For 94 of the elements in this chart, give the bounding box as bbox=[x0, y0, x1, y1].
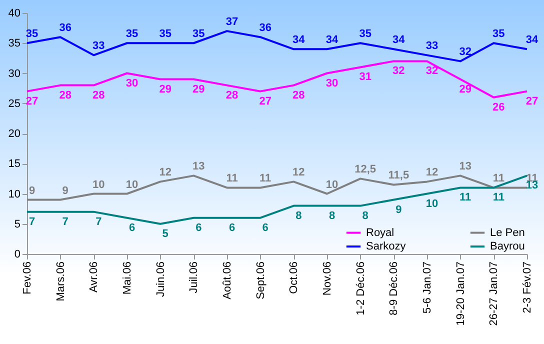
data-label: 31 bbox=[359, 71, 372, 84]
data-label: 12 bbox=[159, 166, 172, 179]
data-label: 6 bbox=[228, 222, 236, 234]
data-label: 34 bbox=[292, 34, 306, 46]
data-label: 10 bbox=[126, 178, 138, 191]
data-label: 8 bbox=[296, 210, 302, 222]
data-label: 12 bbox=[292, 166, 305, 179]
data-label: 30 bbox=[126, 77, 138, 90]
data-label: 36 bbox=[259, 22, 272, 34]
data-label: 26 bbox=[492, 101, 505, 114]
y-tick-label: 5 bbox=[14, 218, 20, 230]
x-tick-label: Août.06 bbox=[222, 262, 234, 300]
x-tick-label: Mars.06 bbox=[54, 262, 67, 302]
data-label: 35 bbox=[492, 28, 505, 40]
data-label: 28 bbox=[292, 89, 305, 102]
data-label: 11 bbox=[226, 172, 238, 185]
data-label: 9 bbox=[396, 204, 402, 216]
data-label: 29 bbox=[192, 83, 205, 96]
data-label: 35 bbox=[192, 28, 205, 40]
line-series bbox=[26, 60, 528, 98]
data-label: 11 bbox=[492, 172, 504, 185]
y-tick-label: 0 bbox=[14, 248, 20, 260]
data-label: 27 bbox=[26, 95, 38, 108]
data-label: 9 bbox=[62, 184, 68, 197]
x-tick-label: 26-27 Jan.07 bbox=[488, 262, 500, 326]
y-tick-label: 35 bbox=[8, 38, 20, 50]
data-label: 27 bbox=[259, 95, 272, 108]
data-label: 11 bbox=[460, 192, 472, 204]
legend-label: Royal bbox=[366, 226, 394, 239]
x-tick-label: Oct.06 bbox=[288, 262, 300, 294]
data-label: 9 bbox=[28, 184, 36, 197]
x-tick-label: Fev.06 bbox=[22, 262, 34, 294]
x-tick-label: 1-2 Déc.06 bbox=[354, 262, 367, 316]
data-label: 35 bbox=[359, 28, 372, 40]
x-tick-label: Juil.06 bbox=[188, 262, 200, 294]
legend-label: Sarkozy bbox=[366, 240, 406, 252]
data-label: 11 bbox=[260, 172, 272, 185]
legend-label: Le Pen bbox=[490, 226, 525, 239]
data-label: 36 bbox=[59, 22, 72, 34]
y-tick-label: 10 bbox=[8, 188, 20, 200]
y-tick-label: 20 bbox=[8, 128, 20, 140]
data-label: 12 bbox=[426, 166, 438, 179]
data-label: 6 bbox=[128, 222, 136, 234]
data-label: 34 bbox=[392, 34, 406, 46]
y-tick-label: 40 bbox=[8, 8, 20, 20]
data-label: 13 bbox=[192, 160, 205, 173]
data-label: 7 bbox=[28, 216, 36, 228]
data-label: 5 bbox=[162, 228, 168, 240]
x-tick-label: Juin.06 bbox=[154, 262, 167, 297]
data-label: 8 bbox=[328, 210, 336, 222]
data-label: 8 bbox=[362, 210, 368, 222]
data-label: 32 bbox=[426, 65, 438, 78]
x-tick-label: Sept.06 bbox=[254, 262, 267, 300]
data-label: 10 bbox=[92, 178, 105, 191]
x-tick-label: Mai.06 bbox=[122, 262, 134, 295]
data-label: 35 bbox=[26, 28, 38, 40]
data-label: 6 bbox=[196, 222, 202, 234]
data-label: 35 bbox=[159, 28, 172, 40]
legend-label: Bayrou bbox=[490, 240, 525, 252]
data-label: 32 bbox=[392, 65, 405, 78]
data-label: 34 bbox=[326, 34, 339, 46]
data-label: 7 bbox=[62, 216, 68, 228]
x-tick-label: 8-9 Déc.06 bbox=[388, 262, 400, 316]
y-tick-label: 25 bbox=[8, 98, 20, 110]
x-tick-label: 19-20 Jan.07 bbox=[454, 262, 467, 326]
data-label: 10 bbox=[326, 178, 338, 191]
x-tick-label: Nov.06 bbox=[322, 262, 334, 296]
line-series bbox=[26, 30, 528, 62]
y-tick-label: 15 bbox=[8, 158, 20, 170]
data-label: 37 bbox=[226, 16, 238, 28]
data-label: 7 bbox=[96, 216, 102, 228]
data-label: 11,5 bbox=[388, 170, 410, 182]
data-label: 29 bbox=[459, 83, 472, 96]
x-tick-label: 5-6 Jan.07 bbox=[422, 262, 434, 314]
data-label: 33 bbox=[92, 40, 105, 52]
data-label: 29 bbox=[159, 83, 172, 96]
data-label: 28 bbox=[226, 89, 238, 102]
x-tick-label: Avr.06 bbox=[88, 262, 100, 292]
data-label: 27 bbox=[526, 95, 538, 108]
data-label: 33 bbox=[426, 40, 438, 52]
data-label: 13 bbox=[526, 180, 538, 192]
data-label: 10 bbox=[426, 198, 438, 210]
data-label: 30 bbox=[326, 77, 338, 90]
y-tick-label: 30 bbox=[8, 68, 20, 80]
data-label: 28 bbox=[59, 89, 72, 102]
data-label: 34 bbox=[526, 34, 539, 46]
x-tick-label: 2-3 Fév.07 bbox=[522, 262, 534, 314]
data-label: 11 bbox=[492, 192, 504, 204]
data-label: 6 bbox=[262, 222, 268, 234]
data-label: 28 bbox=[92, 89, 105, 102]
data-label: 35 bbox=[126, 28, 138, 40]
data-label: 32 bbox=[459, 46, 472, 58]
data-label: 13 bbox=[459, 160, 472, 173]
data-label: 12,5 bbox=[354, 164, 376, 176]
